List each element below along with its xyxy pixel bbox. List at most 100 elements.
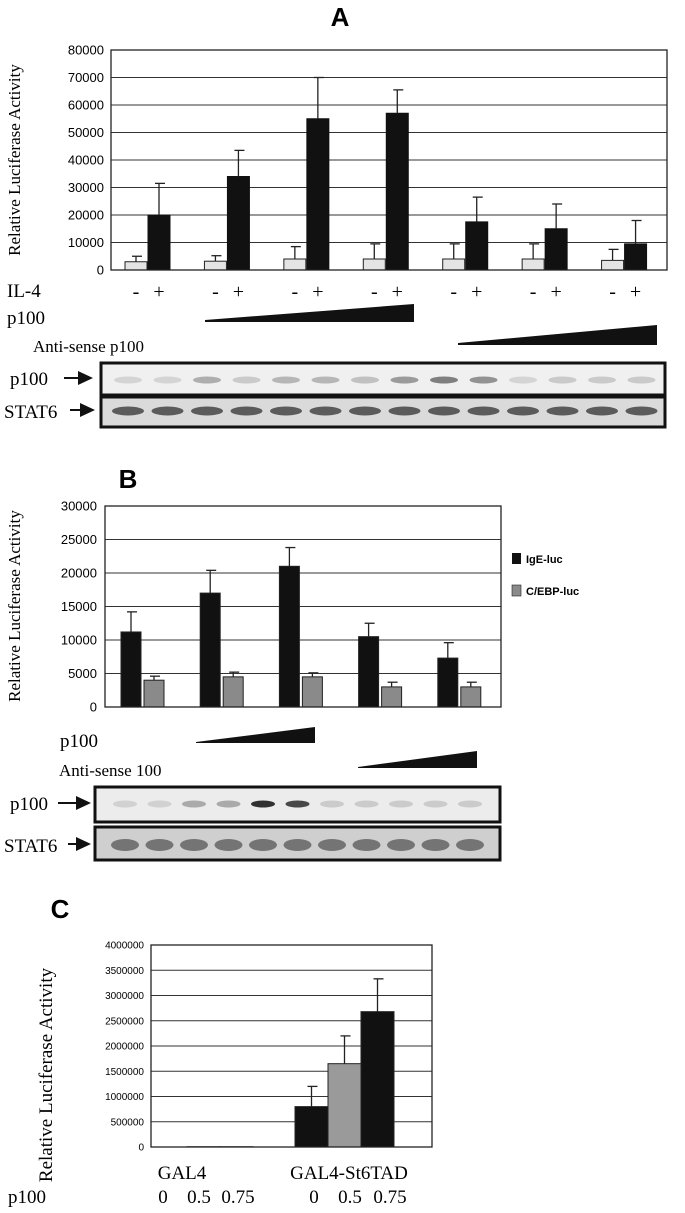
panel-c-bar [294, 1106, 329, 1148]
panel-a-chart: Relative Luciferase Activity 80000 70000 6… [4, 43, 668, 429]
panel-a-bar-il4-minus [601, 259, 625, 271]
panel-b-blot-p100-arrow [76, 796, 91, 810]
panel-a-blot-p100-band [232, 376, 261, 384]
panel-a-blot-stat6-band [546, 406, 579, 416]
panel-b-blot-stat6-band [180, 839, 208, 851]
panel-a-blot-stat6-band [112, 406, 144, 416]
panel-a-blot-stat6-band [230, 406, 263, 416]
panel-c-p100-dose: 0.75 [221, 1187, 254, 1208]
panel-a-ytick-label: 30000 [68, 180, 104, 195]
panel-a-error-bar [393, 89, 404, 114]
panel-a-blot-p100-band [627, 376, 656, 384]
panel-c-chart: Relative Luciferase Activity 4000000 3500… [8, 941, 433, 1208]
panel-b-blot-p100-band [354, 800, 379, 808]
panel-a-error-bar [313, 76, 324, 119]
panel-c-ytick-label: 500000 [111, 1117, 145, 1128]
panel-b-antisense-dose-wedge [358, 751, 477, 768]
panel-b-chart: Relative Luciferase Activity 30000 25000 2… [4, 499, 579, 862]
panel-b-bar-cebp-luc [381, 686, 403, 708]
panel-a-blot-stat6-band [191, 406, 223, 416]
panel-b-bar-cebp-luc [222, 676, 244, 708]
panel-a-blot-p100-band [390, 376, 419, 384]
panel-c-bar [327, 1063, 362, 1148]
panel-a-il4-sign: - [530, 281, 537, 303]
panel-a-blot-p100-band [548, 376, 577, 384]
panel-b-ytick-label: 15000 [61, 599, 97, 614]
panel-a-bar-il4-minus [283, 258, 307, 271]
panel-b-blot-stat6-band [283, 839, 312, 851]
panel-c-ytick-label: 4000000 [105, 941, 144, 952]
panel-b-blot-stat6-band [352, 839, 381, 851]
panel-c-ylabel: Relative Luciferase Activity [36, 967, 57, 1182]
panel-a-blot-stat6-band [388, 406, 421, 416]
panel-b-p100-dose-wedge [196, 727, 315, 743]
panel-a-ytick-label: 60000 [68, 98, 104, 113]
panel-a-error-bar [155, 182, 165, 215]
panel-b-blot-p100-label: p100 [10, 794, 48, 815]
panel-c-category-label: GAL4-St6TAD [290, 1163, 408, 1184]
panel-c-p100-label: p100 [8, 1187, 46, 1208]
panel-b-error-bar [387, 681, 398, 687]
panel-a-il4-sign: + [312, 281, 323, 303]
panel-c-ytick-label: 3000000 [105, 991, 144, 1002]
panel-b-bar-ige-luc [278, 565, 300, 708]
panel-c-p100-dose: 0.5 [338, 1187, 362, 1208]
panel-c-ytick-label: 2500000 [105, 1016, 144, 1027]
panel-a-error-bar [132, 255, 142, 262]
panel-a-bar-il4-minus [124, 261, 148, 271]
panel-b-blot-p100-band [423, 800, 448, 808]
panel-b-blot-stat6-band [145, 839, 174, 851]
panel-a-p100-dose-wedge [205, 304, 414, 322]
panel-a-ylabel: Relative Luciferase Activity [5, 64, 24, 256]
panel-b-ytick-label: 30000 [61, 499, 97, 514]
panel-c-category-label: GAL4 [158, 1163, 207, 1184]
panel-b-bar-cebp-luc [301, 676, 323, 708]
legend-label-cebp-luc: C/EBP-luc [526, 586, 579, 598]
panel-a-blot-stat6-band [428, 406, 460, 416]
panel-b-blot-p100-band [113, 800, 137, 808]
panel-a-il4-sign: - [371, 281, 378, 303]
panel-label-a: A [331, 2, 350, 32]
panel-a-blot-stat6-band [467, 406, 500, 416]
panel-c-plot-frame [150, 944, 433, 1148]
panel-b-ylabel: Relative Luciferase Activity [5, 510, 24, 702]
panel-a-blot-stat6-band [151, 406, 184, 416]
panel-b-blot-p100-band [389, 800, 413, 808]
panel-c-error-bar [373, 978, 384, 1012]
panel-a-bar-il4-plus [385, 112, 409, 271]
panel-c-p100-dose: 0.5 [187, 1187, 211, 1208]
panel-a-il4-sign: + [630, 281, 641, 303]
panel-b-blot-stat6-arrow [76, 837, 91, 851]
panel-a-ytick-label: 70000 [68, 70, 104, 85]
panel-a-error-bar [290, 245, 301, 259]
panel-a-il4-sign: + [471, 281, 482, 303]
panel-b-ytick-label: 0 [90, 700, 97, 715]
panel-a-blot-p100-band [153, 376, 182, 384]
panel-a-bar-il4-minus [203, 260, 227, 271]
panel-a-blot-p100-band [193, 376, 221, 384]
panel-a-blot-stat6-band [507, 406, 539, 416]
panel-a-ytick-label: 40000 [68, 153, 104, 168]
panel-b-error-bar [150, 675, 160, 681]
panel-a-il4-sign: - [450, 281, 457, 303]
panel-a-blot-p100-arrow [78, 371, 93, 385]
panel-a-blot-p100-band [588, 376, 616, 384]
legend-swatch-ige-luc [512, 553, 521, 564]
panel-a-blot-p100 [99, 361, 667, 397]
panel-b-ytick-label: 10000 [61, 633, 97, 648]
panel-a-error-bar [449, 243, 460, 259]
panel-c-p100-dose: 0 [158, 1187, 168, 1208]
panel-a-antisense-label: Anti-sense p100 [33, 337, 144, 356]
panel-b-ytick-label: 20000 [61, 566, 97, 581]
panel-a-bar-il4-plus [544, 228, 568, 271]
panel-a-blot-stat6-label: STAT6 [4, 402, 57, 423]
panel-a-blot-stat6 [99, 395, 667, 429]
panel-a-ytick-label: 20000 [68, 208, 104, 223]
panel-a-antisense-dose-wedge [458, 325, 657, 345]
panel-b-bar-ige-luc [358, 636, 380, 708]
panel-a-error-bar [552, 203, 563, 229]
panel-b-bar-ige-luc [199, 592, 221, 708]
panel-a-p100-label: p100 [7, 308, 45, 329]
panel-b-blot-p100-band [320, 800, 344, 808]
panel-b-bar-cebp-luc [143, 679, 165, 708]
